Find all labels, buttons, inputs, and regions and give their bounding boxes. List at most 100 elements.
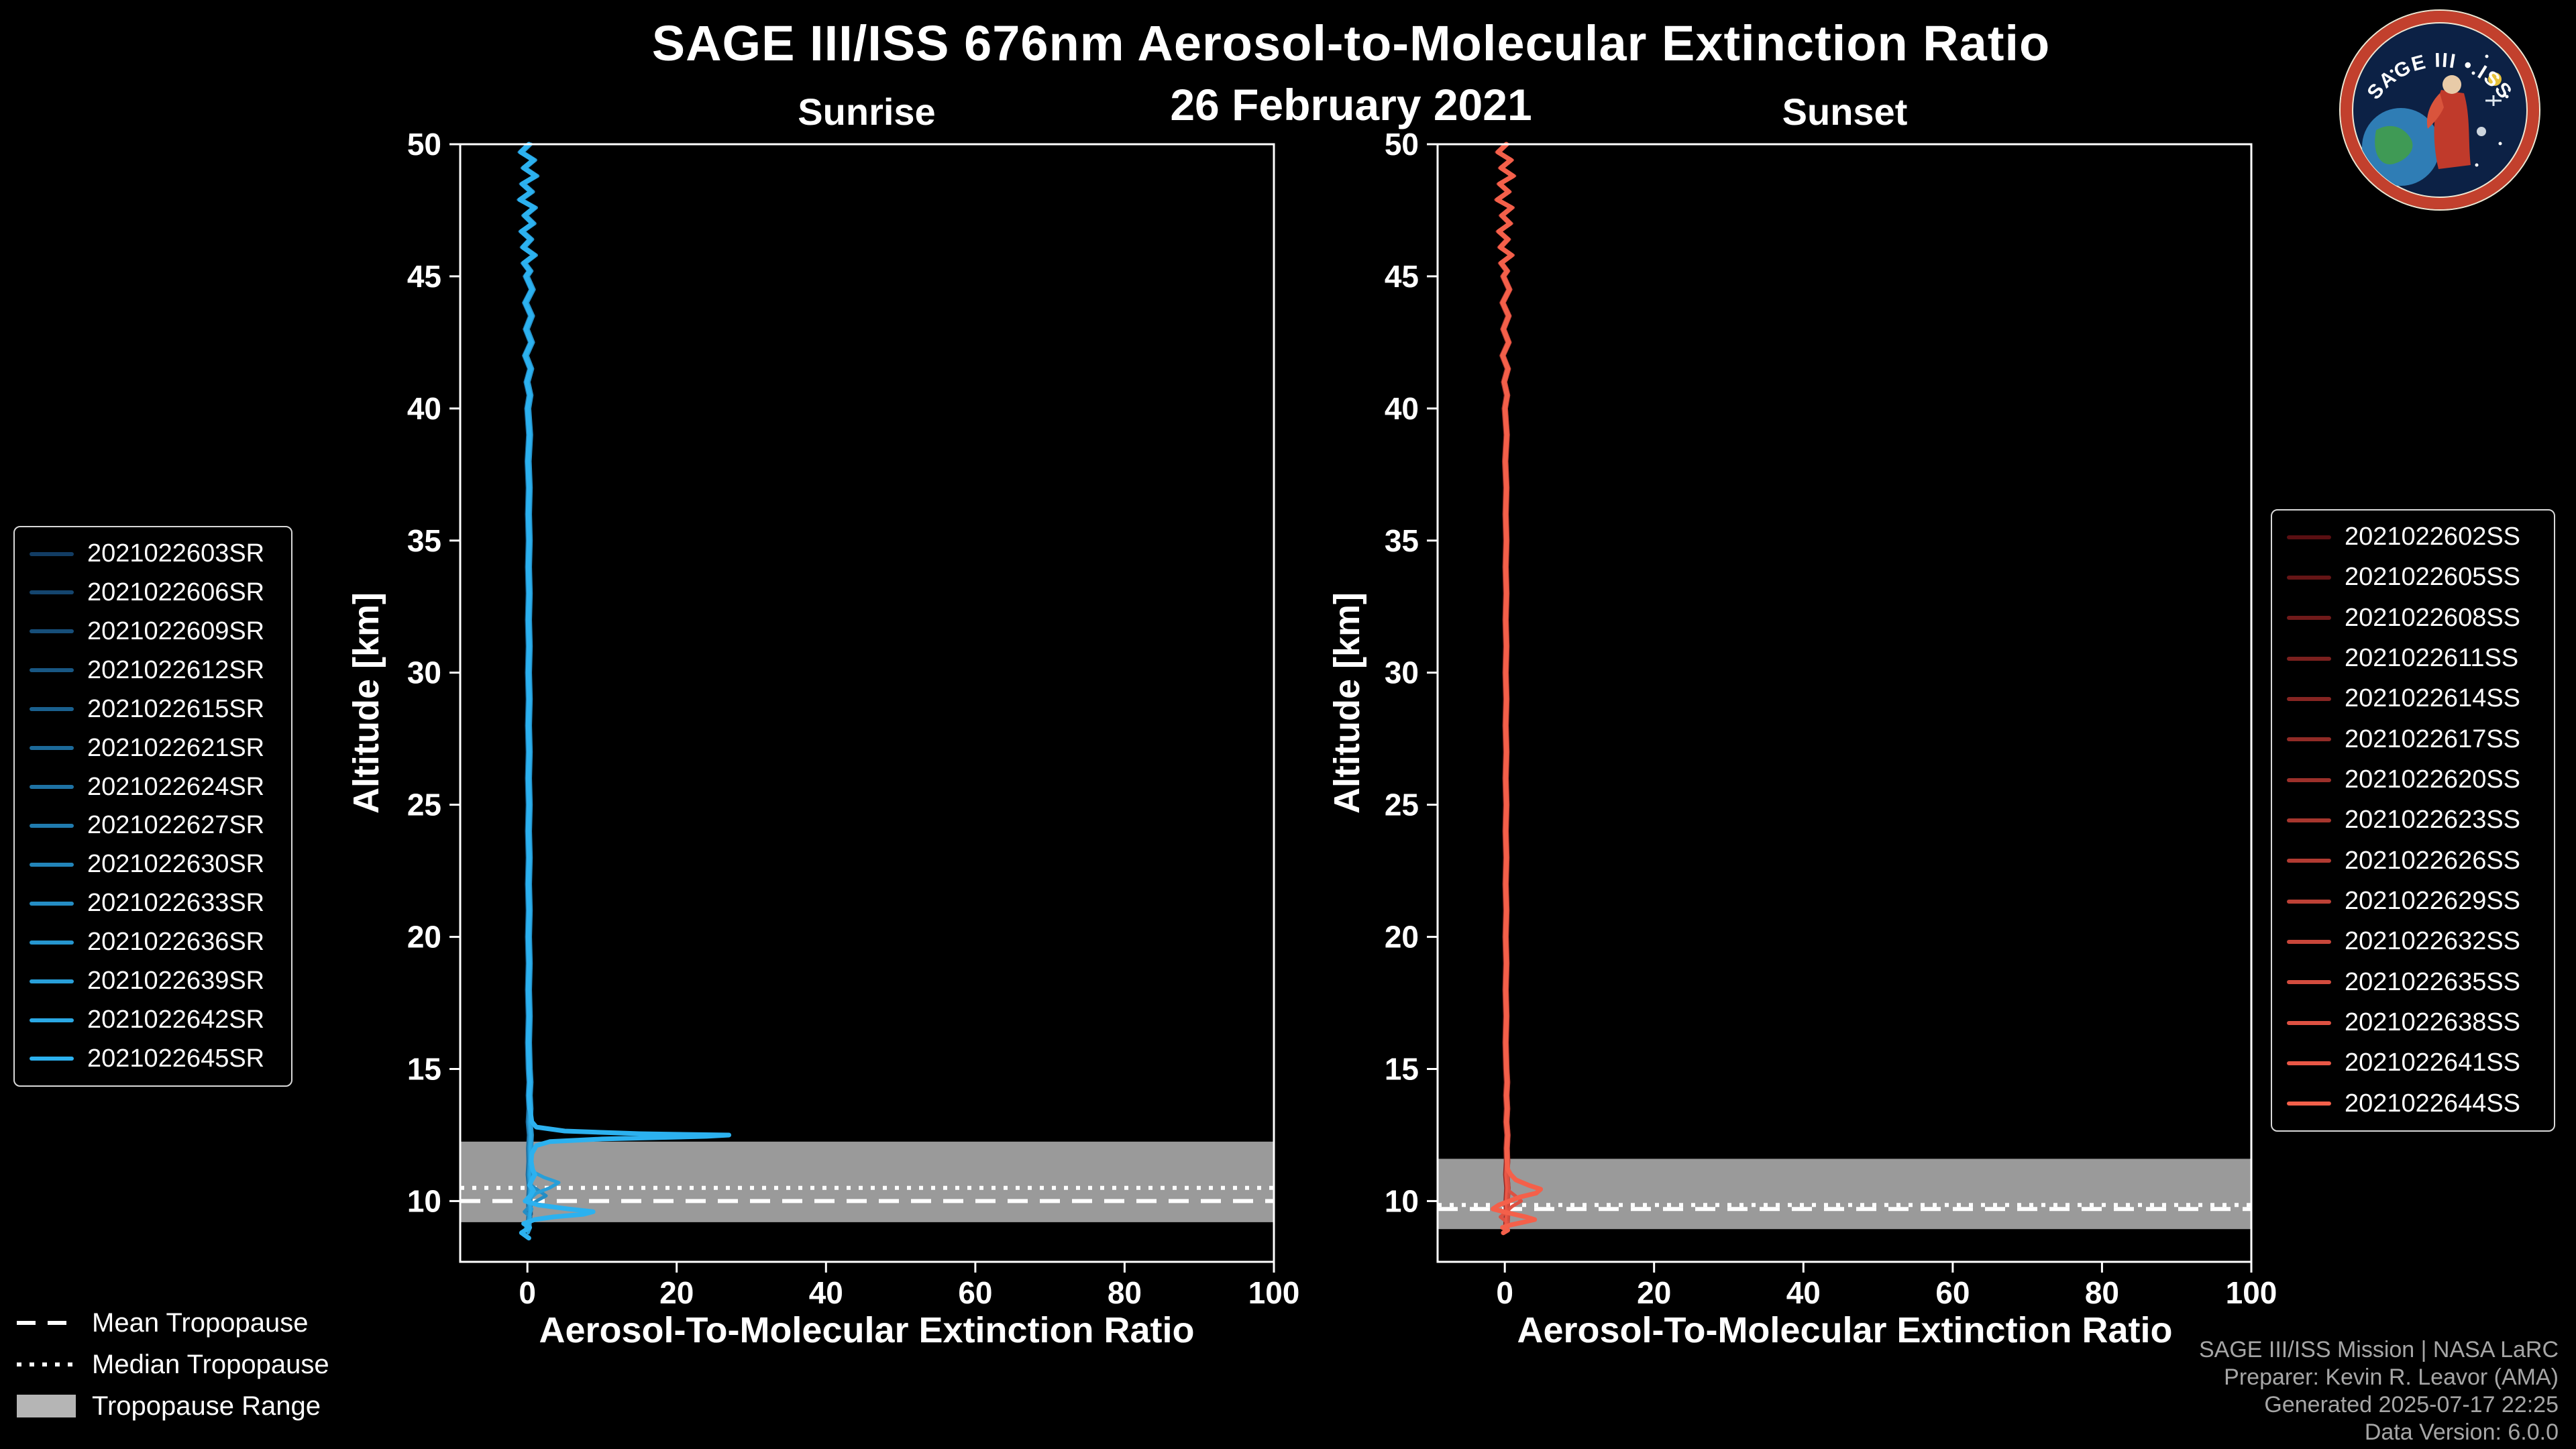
legend-item: 2021022636SR — [30, 928, 276, 957]
legend-label: 2021022644SS — [2345, 1089, 2521, 1118]
preparer-credit: Preparer: Kevin R. Leavor (AMA) — [2224, 1364, 2559, 1390]
legend-swatch — [2287, 980, 2331, 985]
legend-item: 2021022638SS — [2287, 1008, 2539, 1037]
legend-item: 2021022635SS — [2287, 968, 2539, 997]
x-tick-label: 0 — [1496, 1275, 1513, 1310]
legend-swatch — [2287, 1020, 2331, 1025]
y-tick-label: 30 — [1385, 655, 1419, 690]
legend-label: 2021022611SS — [2345, 644, 2519, 673]
legend-label: 2021022623SS — [2345, 806, 2521, 835]
legend-swatch — [30, 979, 74, 983]
legend-swatch — [2287, 737, 2331, 742]
legend-label: 2021022605SS — [2345, 563, 2521, 592]
legend-label: 2021022609SR — [87, 616, 265, 645]
legend-label: 2021022624SR — [87, 772, 265, 801]
y-tick-label: 50 — [1385, 127, 1419, 162]
y-tick-label: 10 — [407, 1183, 441, 1218]
legend-label: 2021022638SS — [2345, 1008, 2521, 1037]
dashed-line-swatch — [17, 1321, 76, 1325]
legend-label: 2021022606SR — [87, 578, 265, 606]
gray-band-swatch — [17, 1395, 76, 1417]
legend-item: 2021022623SS — [2287, 806, 2539, 835]
legend-label: 2021022633SR — [87, 889, 265, 918]
sunrise-y-axis-label: Altitude [km] — [346, 592, 386, 814]
legend-item: 2021022611SS — [2287, 644, 2539, 673]
legend-swatch — [2287, 1102, 2331, 1106]
x-tick-label: 20 — [659, 1275, 694, 1310]
legend-label: 2021022629SS — [2345, 887, 2521, 916]
legend-swatch — [30, 590, 74, 595]
legend-item: 2021022629SS — [2287, 887, 2539, 916]
tropopause-range-band — [460, 1141, 1274, 1222]
tropopause-range-band — [1438, 1159, 2251, 1230]
legend-item: 2021022620SS — [2287, 765, 2539, 794]
legend-swatch — [2287, 777, 2331, 782]
x-tick-label: 80 — [1108, 1275, 1142, 1310]
legend-item: 2021022639SR — [30, 967, 276, 996]
data-version: Data Version: 6.0.0 — [2364, 1419, 2559, 1445]
y-tick-label: 30 — [407, 655, 441, 690]
iss-icon — [2485, 95, 2502, 106]
legend-swatch — [30, 823, 74, 828]
legend-swatch — [30, 707, 74, 712]
legend-swatch — [2287, 656, 2331, 661]
legend-swatch — [2287, 818, 2331, 822]
legend-label: 2021022642SR — [87, 1006, 265, 1034]
legend-swatch — [30, 901, 74, 906]
x-tick-label: 0 — [519, 1275, 536, 1310]
legend-label: 2021022626SS — [2345, 846, 2521, 875]
sun-icon — [2488, 72, 2502, 86]
legend-swatch — [2287, 859, 2331, 863]
legend-swatch — [30, 1018, 74, 1022]
legend-swatch — [2287, 575, 2331, 580]
legend-item: 2021022627SR — [30, 811, 276, 840]
legend-item: 2021022614SS — [2287, 684, 2539, 713]
legend-label: 2021022645SR — [87, 1044, 265, 1073]
legend-label: 2021022615SR — [87, 694, 265, 723]
legend-item: 2021022626SS — [2287, 847, 2539, 875]
profile-2021022644SS — [1490, 142, 1544, 1236]
y-tick-label: 10 — [1385, 1183, 1419, 1218]
y-tick-label: 15 — [1385, 1052, 1419, 1087]
sunrise-plot: 0 20 40 60 80 100 10 15 20 25 30 35 40 45 50 — [407, 127, 1300, 1310]
legend-item: 2021022608SS — [2287, 604, 2539, 633]
legend-label: 2021022614SS — [2345, 684, 2521, 713]
legend-item: 2021022602SS — [2287, 523, 2539, 551]
dotted-line-swatch — [17, 1362, 76, 1366]
plot-frame — [459, 143, 1275, 1263]
page-title: SAGE III/ISS 676nm Aerosol-to-Molecular … — [651, 15, 2051, 71]
profile-2021022645SR — [517, 142, 732, 1241]
legend-swatch — [2287, 939, 2331, 944]
legend-swatch — [2287, 899, 2331, 904]
legend-swatch — [2287, 535, 2331, 539]
moon-icon — [2477, 127, 2486, 136]
legend-swatch — [30, 1057, 74, 1061]
legend-label: 2021022621SR — [87, 733, 265, 762]
legend-item: 2021022609SR — [30, 617, 276, 646]
legend-item: 2021022612SR — [30, 656, 276, 685]
sunset-x-axis-label: Aerosol-To-Molecular Extinction Ratio — [1517, 1310, 2173, 1350]
mean-tropopause-legend-item: Mean Tropopause — [17, 1307, 329, 1339]
y-tick-label: 15 — [407, 1052, 441, 1087]
logo-art — [2362, 54, 2509, 186]
legend-label: 2021022635SS — [2345, 967, 2521, 996]
x-tick-label: 60 — [1935, 1275, 1970, 1310]
plot-frame — [1436, 143, 2253, 1263]
attribution-block: SAGE III/ISS Mission | NASA LaRC Prepare… — [2199, 1336, 2559, 1446]
legend-label: 2021022602SS — [2345, 523, 2521, 551]
x-tick-label: 80 — [2085, 1275, 2119, 1310]
legend-label: 2021022630SR — [87, 850, 265, 879]
x-tick-label: 100 — [2226, 1275, 2277, 1310]
legend-label: 2021022636SR — [87, 928, 265, 957]
legend-swatch — [2287, 616, 2331, 621]
legend-item: 2021022641SS — [2287, 1049, 2539, 1077]
legend-item: 2021022615SR — [30, 695, 276, 724]
x-tick-label: 100 — [1248, 1275, 1300, 1310]
y-tick-label: 45 — [1385, 259, 1419, 294]
tropopause-legend: Mean Tropopause Median Tropopause Tropop… — [17, 1307, 329, 1422]
x-tick-label: 60 — [958, 1275, 992, 1310]
legend-item: 2021022642SR — [30, 1006, 276, 1034]
x-tick-label: 20 — [1637, 1275, 1671, 1310]
x-tick-label: 40 — [809, 1275, 843, 1310]
legend-item: 2021022632SS — [2287, 927, 2539, 956]
